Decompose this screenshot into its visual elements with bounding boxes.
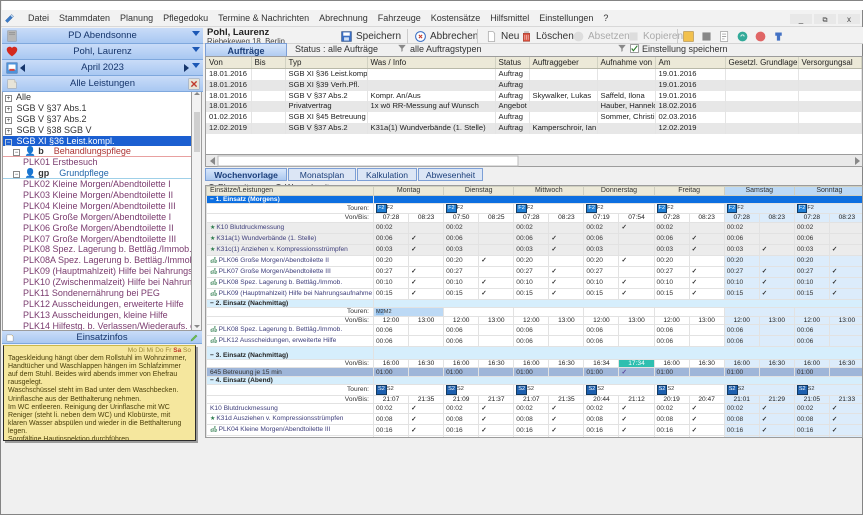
svg-text:⧉: ⧉ xyxy=(823,17,828,24)
svg-text:_: _ xyxy=(798,15,804,24)
svg-text:x: x xyxy=(847,15,851,24)
